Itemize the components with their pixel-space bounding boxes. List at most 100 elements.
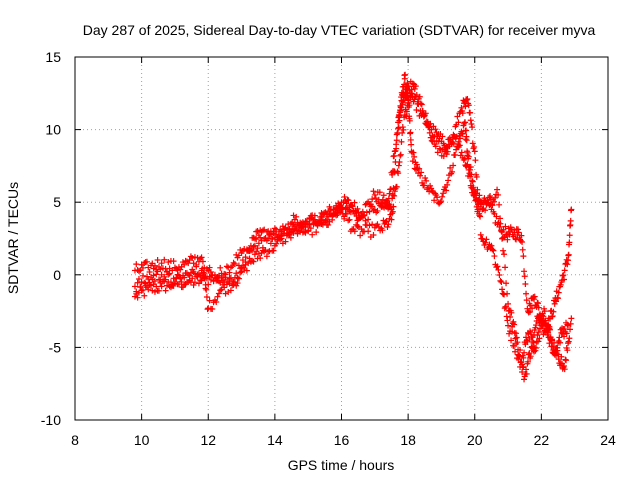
data-point <box>440 190 447 197</box>
data-point <box>193 263 200 270</box>
data-point <box>416 165 423 172</box>
data-point <box>431 197 438 204</box>
data-point <box>422 110 429 117</box>
data-point <box>467 117 474 124</box>
y-tick-label: -5 <box>49 339 62 355</box>
data-point <box>477 213 484 220</box>
data-point <box>213 298 220 305</box>
data-point <box>522 281 529 288</box>
data-point <box>201 270 208 277</box>
data-point <box>561 366 568 373</box>
data-point <box>406 102 413 109</box>
data-point <box>471 148 478 155</box>
data-point <box>251 235 258 242</box>
data-point <box>491 198 498 205</box>
data-point <box>205 305 212 312</box>
data-point <box>393 131 400 138</box>
data-point <box>139 272 146 279</box>
data-point <box>519 369 526 376</box>
data-point <box>195 280 202 287</box>
data-point <box>496 201 503 208</box>
data-point <box>555 289 562 296</box>
data-point <box>566 239 573 246</box>
data-point <box>507 313 514 320</box>
data-point <box>498 279 505 286</box>
data-point <box>217 287 224 294</box>
data-point <box>519 361 526 368</box>
data-point <box>393 141 400 148</box>
data-point <box>273 240 280 247</box>
data-point <box>561 267 568 274</box>
data-point <box>432 143 439 150</box>
data-point <box>154 257 161 264</box>
data-point <box>439 193 446 200</box>
data-point <box>469 178 476 185</box>
data-point <box>202 273 209 280</box>
y-tick-label: 0 <box>53 267 61 283</box>
data-point <box>513 330 520 337</box>
data-point <box>436 145 443 152</box>
data-point <box>259 227 266 234</box>
data-point <box>398 104 405 111</box>
data-point <box>565 338 572 345</box>
data-point <box>521 349 528 356</box>
data-point <box>417 100 424 107</box>
data-point <box>287 234 294 241</box>
data-point <box>515 226 522 233</box>
data-point <box>227 287 234 294</box>
data-point <box>521 273 528 280</box>
data-point <box>278 235 285 242</box>
data-point <box>255 250 262 257</box>
data-point <box>503 280 510 287</box>
data-point <box>502 264 509 271</box>
data-point <box>137 283 144 290</box>
data-point <box>155 287 162 294</box>
data-point <box>501 305 508 312</box>
data-point <box>138 278 145 285</box>
data-point <box>386 190 393 197</box>
data-point <box>345 197 352 204</box>
data-point <box>497 277 504 284</box>
data-point <box>535 338 542 345</box>
x-tick-label: 12 <box>200 432 216 448</box>
data-point <box>393 137 400 144</box>
data-point <box>463 96 470 103</box>
data-point <box>134 294 141 301</box>
data-point <box>423 177 430 184</box>
data-point <box>426 129 433 136</box>
data-point <box>290 229 297 236</box>
data-point <box>195 270 202 277</box>
data-point <box>342 205 349 212</box>
y-tick-label: 5 <box>53 194 61 210</box>
data-point <box>329 216 336 223</box>
x-tick-label: 14 <box>267 432 283 448</box>
data-point <box>565 251 572 258</box>
data-point <box>462 103 469 110</box>
data-point <box>190 282 197 289</box>
data-point <box>491 253 498 260</box>
data-point <box>365 216 372 223</box>
data-point <box>205 281 212 288</box>
data-point <box>525 358 532 365</box>
data-point <box>392 147 399 154</box>
data-point <box>523 366 530 373</box>
data-point <box>469 124 476 131</box>
data-point <box>476 192 483 199</box>
y-tick-label: 10 <box>45 122 61 138</box>
x-tick-label: 8 <box>71 432 79 448</box>
data-point <box>535 329 542 336</box>
data-point <box>532 347 539 354</box>
data-point <box>521 376 528 383</box>
data-point <box>165 259 172 266</box>
data-point <box>290 212 297 219</box>
data-point <box>539 319 546 326</box>
data-point <box>427 134 434 141</box>
data-point <box>534 332 541 339</box>
data-point <box>139 286 146 293</box>
x-axis-label: GPS time / hours <box>288 457 395 473</box>
data-point <box>389 208 396 215</box>
data-point <box>540 313 547 320</box>
data-point <box>514 339 521 346</box>
data-point <box>563 330 570 337</box>
